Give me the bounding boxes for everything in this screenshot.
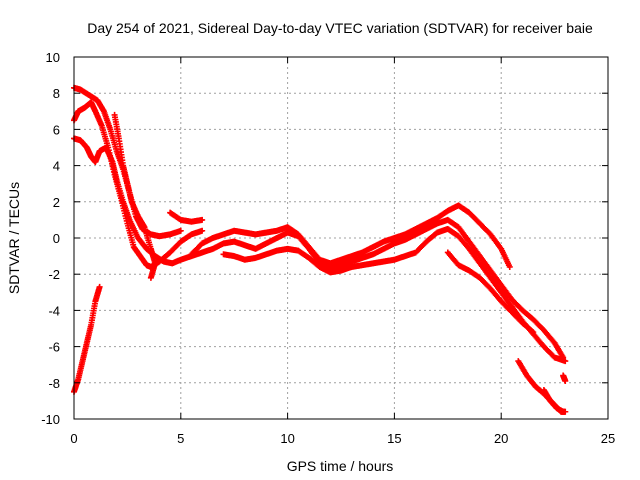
y-tick-label: -8 [48, 376, 60, 391]
x-axis-title: GPS time / hours [287, 458, 394, 474]
series-arc-6 [167, 209, 206, 225]
y-tick-label: 4 [53, 159, 60, 174]
series-arc-3 [71, 135, 206, 267]
data-point [506, 263, 513, 270]
data-point [560, 408, 567, 415]
tick-labels-layer: 0 5 10 15 20 25 -10 -8 -6 -4 -2 0 2 4 6 8 10 [41, 50, 615, 446]
series-arc-8 [199, 216, 567, 361]
data-point [562, 377, 569, 384]
series-arc-13 [560, 372, 569, 384]
data-points-layer [71, 84, 569, 415]
x-tick-label: 10 [280, 431, 294, 446]
data-point [529, 328, 536, 335]
y-tick-label: 10 [46, 50, 60, 65]
x-tick-label: 0 [70, 431, 77, 446]
series-arc-9 [220, 225, 569, 365]
y-tick-label: -2 [48, 267, 60, 282]
series-arc-4 [71, 283, 103, 395]
grid-layer [74, 57, 608, 419]
y-axis-title: SDTVAR / TECUs [6, 182, 22, 294]
x-tick-label: 25 [601, 431, 615, 446]
y-tick-label: 2 [53, 195, 60, 210]
y-tick-label: -10 [41, 412, 60, 427]
y-tick-label: -4 [48, 303, 60, 318]
data-point [177, 227, 184, 234]
data-point [96, 283, 103, 290]
data-point [199, 227, 206, 234]
data-point [530, 329, 537, 336]
series-arc-12 [540, 387, 567, 415]
x-tick-label: 5 [177, 431, 184, 446]
series-arc-5 [111, 111, 159, 281]
x-tick-label: 15 [387, 431, 401, 446]
y-tick-label: 0 [53, 231, 60, 246]
x-tick-label: 20 [494, 431, 508, 446]
data-point [199, 216, 206, 223]
data-point [562, 358, 569, 365]
chart-title: Day 254 of 2021, Sidereal Day-to-day VTE… [87, 20, 593, 36]
series-arc-10 [444, 249, 537, 336]
ticks-layer [73, 56, 609, 420]
data-point [147, 274, 154, 281]
y-tick-label: 6 [53, 122, 60, 137]
y-tick-label: 8 [53, 86, 60, 101]
y-tick-label: -6 [48, 340, 60, 355]
